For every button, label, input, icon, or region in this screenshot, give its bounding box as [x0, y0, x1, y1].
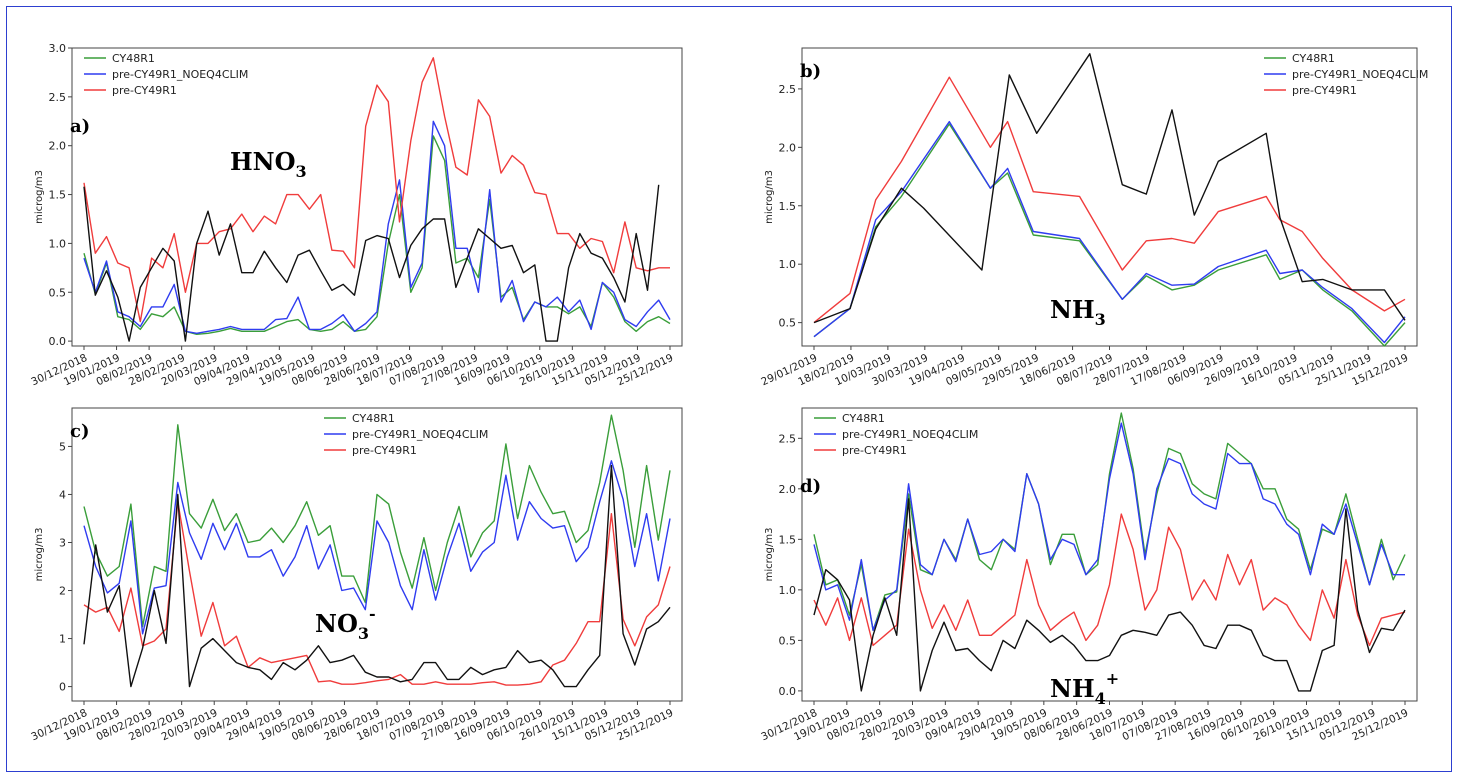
series-line-pre-cy49r1: [83, 500, 671, 686]
panel-a: 0.0 0.5 1.0 1.5 2.0 2.5 3.0 microg/m3 30/12/2018…: [29, 40, 730, 395]
legend-entry: CY48R1: [842, 412, 885, 425]
series-line-pre-cy49r1: [813, 513, 1406, 647]
species-label: HNO3: [230, 147, 307, 181]
legend-entry: CY48R1: [352, 412, 395, 425]
panel-label: b): [800, 61, 821, 82]
y-axis-label: microg/m3: [764, 528, 775, 582]
y-tick-label: 2.5: [49, 91, 67, 104]
series-line-pre-cy49r1: [813, 76, 1406, 324]
y-tick-label: 0.5: [49, 286, 67, 299]
legend: CY48R1 pre-CY49R1_NOEQ4CLIM pre-CY49R1: [84, 52, 248, 97]
series-line-pre-cy49r1-noeq4clim: [813, 422, 1405, 632]
y-axis-label: microg/m3: [34, 170, 45, 224]
y-tick-label: 1.5: [779, 533, 797, 546]
y-tick-label: 1.0: [779, 584, 797, 597]
series-line-cy48r1: [83, 414, 671, 628]
y-tick-label: 3.0: [49, 42, 67, 55]
legend-entry: pre-CY49R1_NOEQ4CLIM: [112, 68, 248, 81]
panel-label: c): [70, 421, 89, 442]
legend-entry: pre-CY49R1: [1292, 84, 1357, 97]
chart-hno3: 0.00.51.01.52.02.53.0microg/m330/12/2018…: [29, 42, 683, 388]
series-line-cy48r1: [813, 123, 1406, 347]
legend-entry: pre-CY49R1: [842, 444, 907, 457]
y-tick-label: 1.5: [49, 189, 67, 202]
y-tick-label: 2.5: [779, 83, 797, 96]
series-line-pre-cy49r1-noeq4clim: [83, 460, 671, 635]
panel-c: 0 1 2 3 4 5 microg/m3 30/12/2018 19/01/2019 08/02…: [29, 400, 730, 765]
y-tick-label: 1: [59, 633, 66, 646]
legend-entry: pre-CY49R1_NOEQ4CLIM: [842, 428, 978, 441]
figure-frame: [6, 6, 1452, 772]
y-tick-label: 1.0: [779, 258, 797, 271]
chart-nh4: 0.00.51.01.52.02.5microg/m330/12/201819/…: [759, 407, 1418, 743]
legend: CY48R1 pre-CY49R1_NOEQ4CLIM pre-CY49R1: [1264, 52, 1428, 97]
legend-entry: CY48R1: [1292, 52, 1335, 65]
legend-entry: pre-CY49R1: [352, 444, 417, 457]
y-tick-label: 2.5: [779, 432, 797, 445]
y-tick-label: 0.5: [779, 317, 797, 330]
series-line-observations: [83, 464, 671, 688]
y-tick-label: 0: [59, 681, 66, 694]
species-label: NH3: [1050, 295, 1106, 329]
y-tick-label: 3: [59, 536, 66, 549]
y-tick-label: 2.0: [779, 483, 797, 496]
y-tick-label: 2.0: [779, 141, 797, 154]
legend-entry: pre-CY49R1_NOEQ4CLIM: [1292, 68, 1428, 81]
y-axis-label: microg/m3: [764, 170, 775, 224]
series-line-observations: [813, 53, 1406, 324]
plot-area: [801, 47, 1418, 347]
species-label: NO3-: [315, 604, 376, 643]
y-tick-label: 5: [59, 440, 66, 453]
y-tick-label: 2: [59, 585, 66, 598]
species-label: NH4+: [1050, 669, 1119, 708]
y-axis-label: microg/m3: [34, 528, 45, 582]
legend-entry: CY48R1: [112, 52, 155, 65]
series-line-pre-cy49r1: [83, 57, 670, 323]
series-line-observations: [83, 184, 660, 342]
series-line-cy48r1: [813, 412, 1406, 632]
legend: CY48R1 pre-CY49R1_NOEQ4CLIM pre-CY49R1: [814, 412, 978, 457]
y-tick-label: 1.0: [49, 237, 67, 250]
panel-label: d): [800, 476, 821, 497]
y-tick-label: 1.5: [779, 200, 797, 213]
panel-label: a): [70, 116, 90, 137]
panel-d: 0.0 0.5 1.0 1.5 2.0 2.5 microg/m3 30/12/2018 19/…: [759, 400, 1440, 765]
series-line-pre-cy49r1-noeq4clim: [813, 120, 1406, 344]
y-tick-label: 2.0: [49, 140, 67, 153]
series-line-cy48r1: [83, 135, 671, 335]
y-tick-label: 0.0: [49, 335, 67, 348]
chart-nh3: 0.51.01.52.02.5microg/m329/01/201918/02/…: [759, 47, 1428, 388]
chart-no3: 012345microg/m330/12/201819/01/201908/02…: [29, 407, 683, 743]
legend: CY48R1 pre-CY49R1_NOEQ4CLIM pre-CY49R1: [324, 412, 488, 457]
series-line-observations: [813, 498, 1406, 692]
y-tick-label: 0.5: [779, 634, 797, 647]
legend-entry: pre-CY49R1_NOEQ4CLIM: [352, 428, 488, 441]
legend-entry: pre-CY49R1: [112, 84, 177, 97]
panel-b: 0.5 1.0 1.5 2.0 2.5 microg/m3 29/01/2019 18/02/…: [759, 40, 1440, 395]
y-tick-label: 4: [59, 488, 66, 501]
plot-area: [71, 47, 683, 347]
y-tick-label: 0.0: [779, 685, 797, 698]
